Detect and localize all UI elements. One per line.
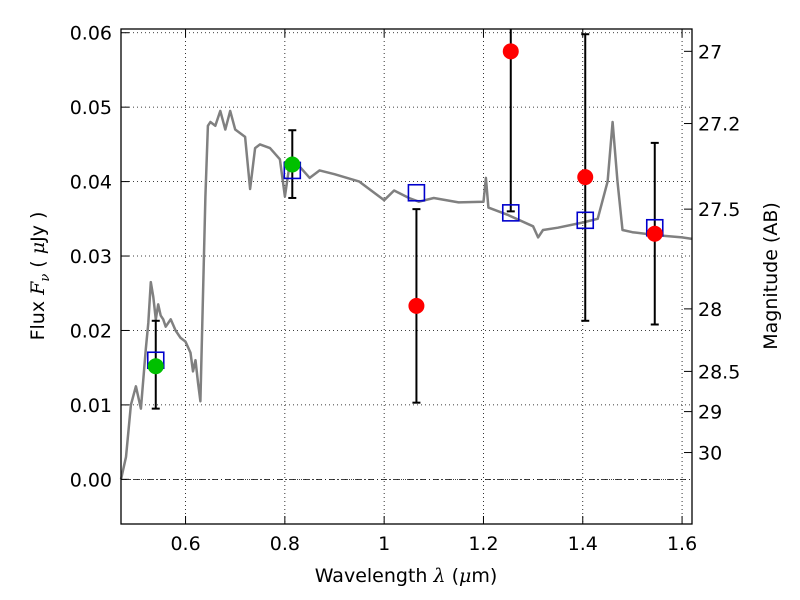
y2-tick-label: 27.2 xyxy=(698,114,740,136)
y2-tick-label: 28.5 xyxy=(698,361,740,383)
y2-axis-label: Magnitude (AB) xyxy=(760,202,782,350)
plot-area xyxy=(119,29,693,480)
observed-point xyxy=(502,43,519,60)
x-tick-label: 1.4 xyxy=(568,533,598,555)
y-tick-label: 0.06 xyxy=(70,23,112,45)
y-tick-label: 0.05 xyxy=(70,97,112,119)
x-tick-label: 0.6 xyxy=(170,533,200,555)
y-tick-label: 0.03 xyxy=(70,246,112,268)
model-photometry-square xyxy=(501,204,520,222)
y-axis-label: Flux Fν ( μJy ) xyxy=(27,212,53,341)
observed-point xyxy=(284,156,301,173)
model-photometry-square xyxy=(576,211,595,230)
axes: 0.6 0.8 1 1.2 1.4 1.6 0.00 0.01 0.02 0.03 0.04 0.05… xyxy=(70,23,741,555)
y-tick-label: 0.02 xyxy=(70,320,112,342)
y-tick-label: 0.04 xyxy=(70,172,112,194)
model-photometry-square xyxy=(407,183,426,202)
y2-tick-label: 28 xyxy=(698,299,722,321)
x-tick-label: 1 xyxy=(378,533,390,555)
y-tick-label: 0.00 xyxy=(70,469,112,491)
x-tick-label: 1.2 xyxy=(468,533,498,555)
y-tick-label: 0.01 xyxy=(70,395,112,417)
observed-point xyxy=(147,358,164,375)
y2-tick-label: 30 xyxy=(698,443,722,465)
y2-tick-label: 27.5 xyxy=(698,199,740,221)
x-tick-label: 0.8 xyxy=(270,533,300,555)
y2-tick-label: 27 xyxy=(698,41,722,63)
observed-point xyxy=(577,169,594,186)
observed-point xyxy=(646,225,663,242)
model-spectrum-line xyxy=(119,109,693,480)
observed-point xyxy=(408,297,425,314)
x-axis-label: Wavelength λ (μm) xyxy=(315,565,498,587)
error-bar xyxy=(506,29,515,213)
x-tick-label: 1.6 xyxy=(667,533,697,555)
grid xyxy=(121,29,692,524)
plot-frame xyxy=(120,28,693,525)
y2-tick-label: 29 xyxy=(698,402,722,424)
